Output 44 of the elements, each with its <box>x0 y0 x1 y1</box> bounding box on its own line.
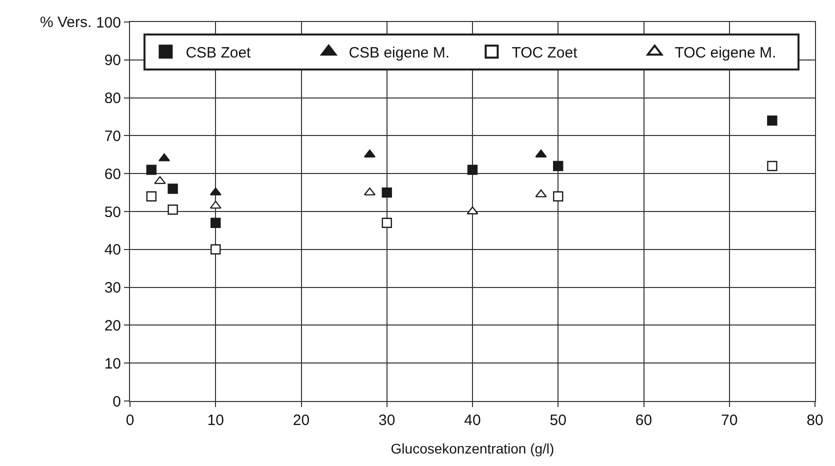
y-tick-label: 10 <box>104 355 121 372</box>
x-tick-label: 0 <box>126 412 134 429</box>
point <box>467 164 478 175</box>
point <box>535 189 547 198</box>
y-tick-label: 70 <box>104 128 121 145</box>
x-tick-label: 60 <box>635 412 652 429</box>
y-tick-label: 80 <box>104 90 121 108</box>
point <box>168 204 178 215</box>
x-tick-label: 70 <box>721 412 738 429</box>
point <box>210 218 221 228</box>
point <box>210 200 222 209</box>
point <box>154 176 166 184</box>
point <box>767 115 778 126</box>
y-tick-label: 100 <box>96 14 121 32</box>
point <box>382 187 392 198</box>
legend-label: CSB eigene M. <box>348 44 450 62</box>
x-tick-label: 80 <box>806 412 824 429</box>
x-tick-label: 10 <box>207 412 224 429</box>
point <box>382 218 392 228</box>
point <box>210 187 222 196</box>
legend-label: TOC eigene M. <box>674 44 776 62</box>
point <box>767 160 778 172</box>
y-tick-label: 50 <box>104 204 121 221</box>
legend-label: CSB Zoet <box>186 44 252 62</box>
y-tick-label: 30 <box>104 280 121 297</box>
legend-label: TOC Zoet <box>512 44 578 62</box>
point <box>146 191 157 202</box>
point <box>168 184 178 194</box>
y-tick-label: 90 <box>104 52 121 70</box>
point <box>553 160 564 172</box>
y-tick-label: 0 <box>112 393 121 410</box>
x-tick-label: 40 <box>464 412 481 429</box>
x-axis-title: Glucosekonzentration (g/l) <box>390 440 554 456</box>
x-tick-label: 50 <box>550 412 566 429</box>
point <box>210 244 221 254</box>
x-tick-label: 30 <box>378 412 396 429</box>
y-tick-label: 40 <box>104 242 121 259</box>
y-tick-label: 60 <box>104 166 121 183</box>
point <box>466 206 478 214</box>
x-tick-label: 20 <box>292 412 310 429</box>
y-tick-label: 20 <box>104 317 121 334</box>
y-axis-title: % Vers. <box>40 14 92 31</box>
point <box>146 164 157 175</box>
point <box>553 191 564 202</box>
